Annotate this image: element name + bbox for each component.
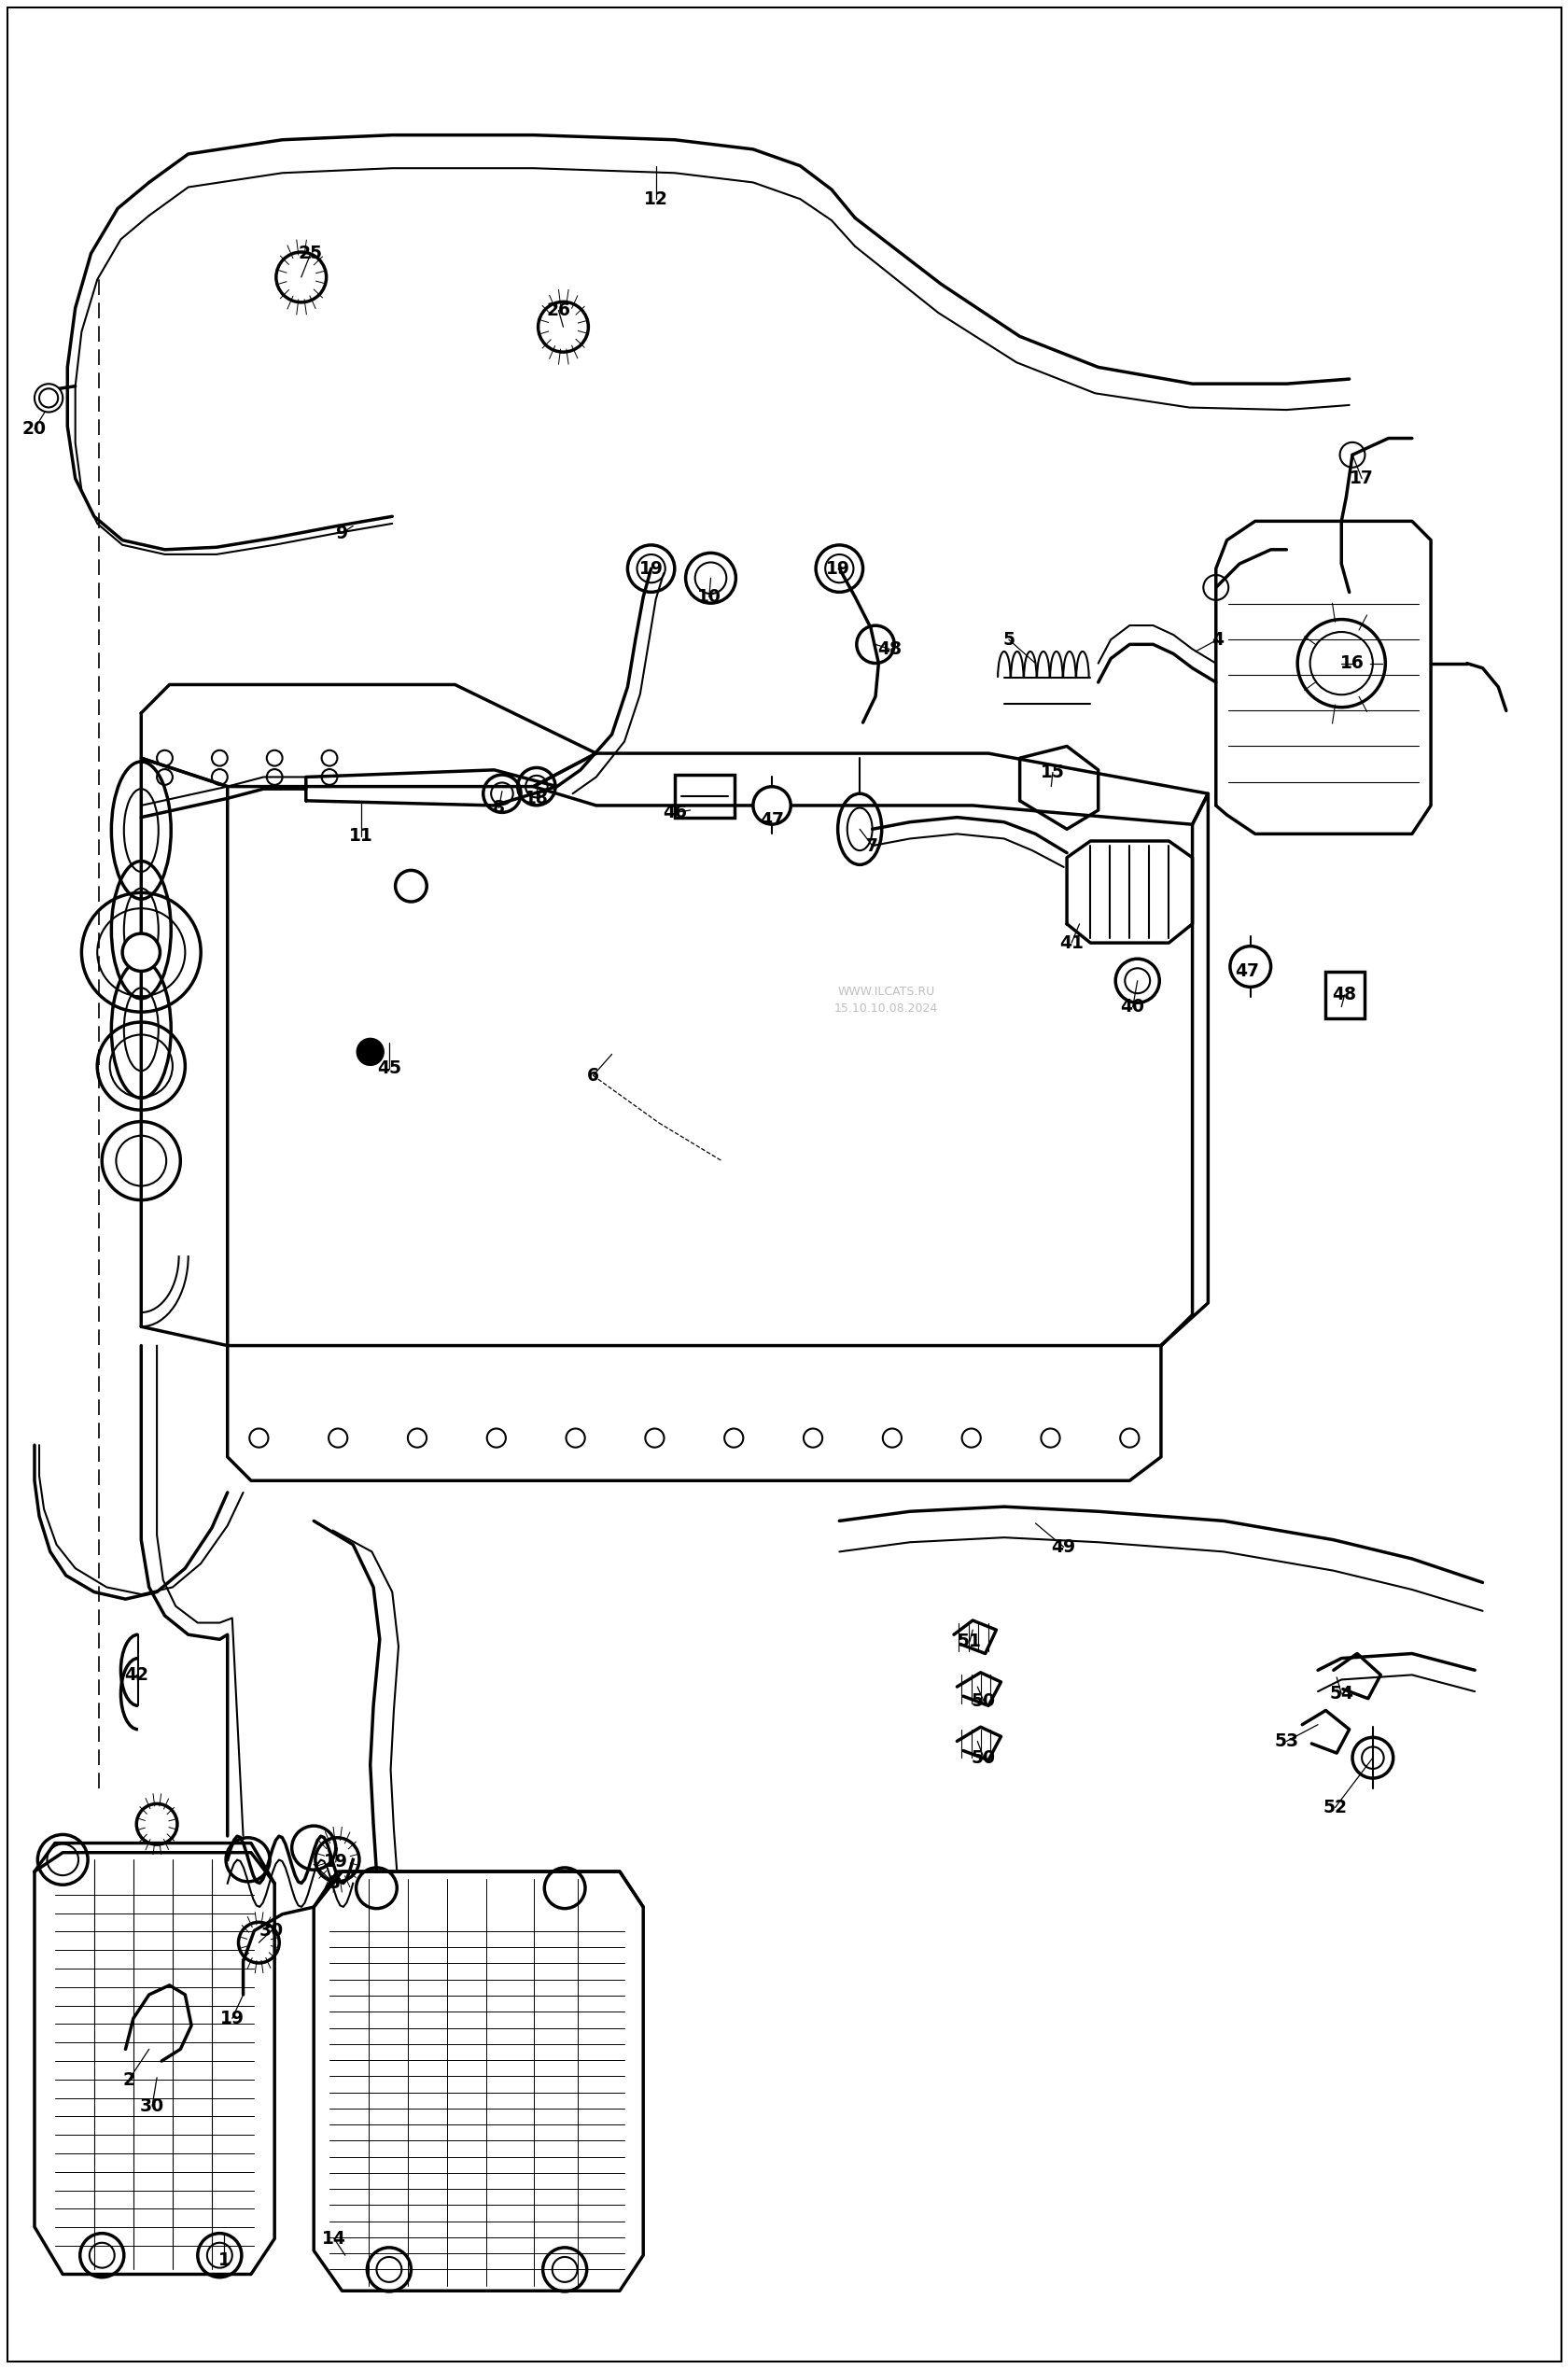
Text: 45: 45 (376, 1059, 401, 1078)
Text: 17: 17 (1348, 469, 1374, 488)
Bar (674, 775, 734, 817)
Text: 18: 18 (524, 789, 549, 808)
Text: 50: 50 (971, 1691, 996, 1710)
Text: 48: 48 (877, 640, 902, 659)
Text: 6: 6 (586, 1066, 599, 1085)
Text: 2: 2 (122, 2071, 135, 2089)
Text: 3: 3 (328, 1874, 340, 1893)
Text: 48: 48 (1331, 986, 1356, 1004)
Text: 42: 42 (124, 1665, 149, 1684)
Circle shape (753, 787, 790, 824)
Text: 30: 30 (259, 1921, 284, 1940)
Text: 11: 11 (348, 827, 373, 846)
Text: 15: 15 (1040, 763, 1065, 782)
Text: 12: 12 (643, 190, 668, 208)
Text: 14: 14 (321, 2229, 347, 2248)
Text: 30: 30 (140, 2097, 165, 2116)
Circle shape (34, 384, 63, 412)
Text: 49: 49 (1051, 1537, 1076, 1556)
Text: 7: 7 (866, 836, 878, 855)
Text: 16: 16 (1339, 654, 1364, 673)
Text: 19: 19 (825, 559, 850, 578)
Text: 54: 54 (1328, 1684, 1353, 1703)
Text: 40: 40 (1120, 997, 1145, 1016)
Text: 4: 4 (1210, 630, 1223, 649)
Circle shape (358, 1040, 383, 1064)
Text: 53: 53 (1273, 1732, 1298, 1751)
Text: 20: 20 (22, 419, 47, 438)
Text: 25: 25 (298, 244, 323, 263)
Text: 8: 8 (492, 798, 505, 817)
Text: 9: 9 (336, 524, 348, 543)
Text: 41: 41 (1058, 933, 1083, 952)
Circle shape (1229, 945, 1270, 988)
Text: 5: 5 (1002, 630, 1014, 649)
Text: 47: 47 (1234, 962, 1259, 981)
Text: 10: 10 (696, 588, 721, 606)
Text: 50: 50 (971, 1748, 996, 1767)
Text: 46: 46 (662, 803, 687, 822)
Text: WWW.ILCATS.RU
15.10.10.08.2024: WWW.ILCATS.RU 15.10.10.08.2024 (834, 986, 938, 1014)
Text: 1: 1 (218, 2251, 230, 2270)
Bar (1325, 971, 1364, 1019)
Circle shape (122, 933, 160, 971)
Text: 19: 19 (638, 559, 663, 578)
Text: 19: 19 (323, 1853, 348, 1872)
Text: 51: 51 (956, 1632, 982, 1651)
Text: 47: 47 (759, 810, 784, 829)
Text: 26: 26 (546, 301, 571, 320)
Text: 52: 52 (1322, 1798, 1347, 1817)
Text: 19: 19 (220, 2009, 245, 2028)
